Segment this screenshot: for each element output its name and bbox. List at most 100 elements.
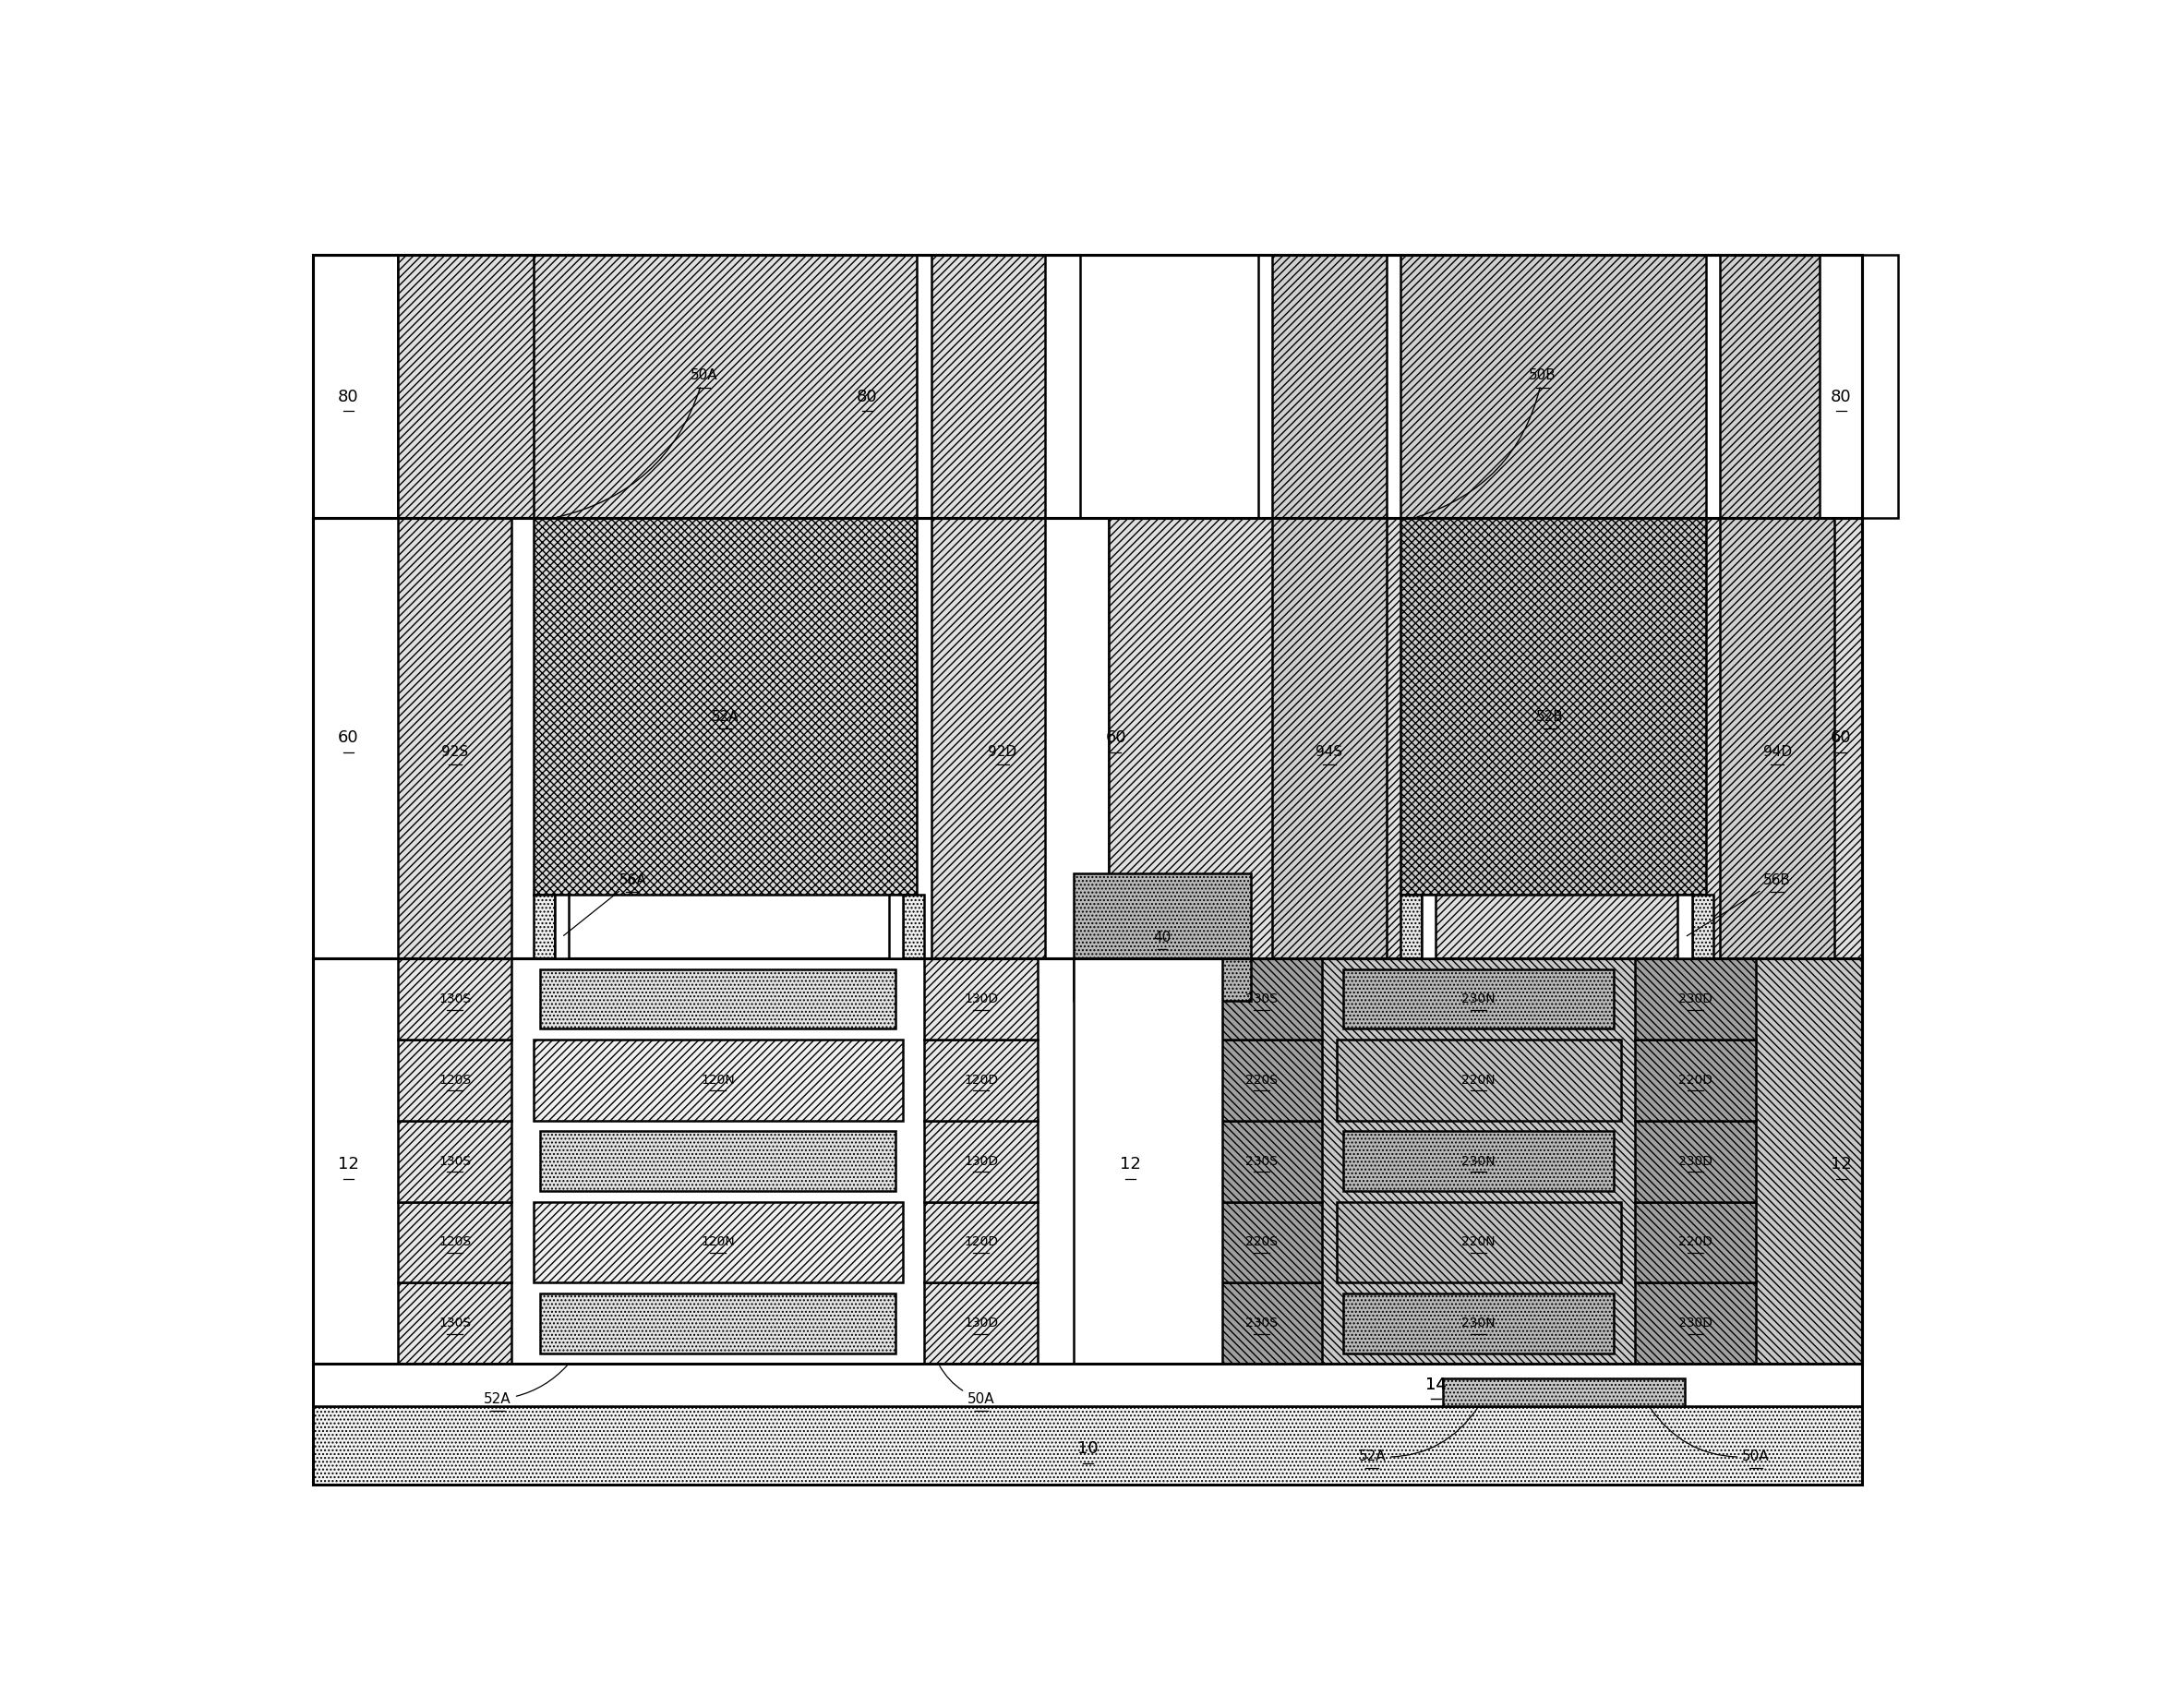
Bar: [924, 1040, 1037, 1120]
Text: 230D: 230D: [1679, 992, 1712, 1006]
Text: 80: 80: [857, 389, 879, 405]
Bar: [1272, 518, 1385, 958]
Bar: [533, 1202, 903, 1283]
Text: 230S: 230S: [1246, 992, 1279, 1006]
Bar: [1820, 254, 1899, 518]
Text: 94D: 94D: [1762, 745, 1792, 760]
Bar: [1201, 958, 1322, 1040]
Text: 130D: 130D: [964, 1317, 998, 1329]
Bar: [1636, 1202, 1755, 1283]
Bar: [313, 518, 1862, 958]
Bar: [539, 1131, 896, 1190]
Text: 60: 60: [1105, 729, 1127, 746]
Bar: [398, 254, 548, 518]
Bar: [398, 1120, 511, 1202]
Bar: [890, 895, 903, 958]
Text: 60: 60: [337, 729, 359, 746]
Bar: [1692, 895, 1714, 958]
Bar: [1636, 1283, 1755, 1363]
Bar: [398, 958, 511, 1040]
Text: 120N: 120N: [700, 1074, 735, 1086]
Bar: [1401, 895, 1422, 958]
Text: 220S: 220S: [1246, 1074, 1279, 1086]
Bar: [1401, 254, 1705, 518]
Bar: [313, 958, 1862, 1363]
Bar: [1201, 1202, 1322, 1283]
Text: 130S: 130S: [439, 992, 472, 1006]
Text: 120S: 120S: [439, 1235, 472, 1249]
Text: 12: 12: [1120, 1156, 1142, 1173]
Bar: [924, 1202, 1037, 1283]
Bar: [1636, 1120, 1755, 1202]
Bar: [313, 1406, 1862, 1484]
Text: 92D: 92D: [987, 745, 1016, 760]
Bar: [1335, 1040, 1620, 1120]
Text: 56B: 56B: [1688, 873, 1790, 936]
Text: 120S: 120S: [439, 1074, 472, 1086]
Bar: [533, 1040, 903, 1120]
Bar: [1109, 958, 1862, 1363]
Bar: [1422, 895, 1436, 958]
Text: 50A: 50A: [940, 1366, 994, 1406]
Bar: [1335, 1202, 1620, 1283]
Bar: [1344, 968, 1614, 1028]
Bar: [924, 1283, 1037, 1363]
Bar: [313, 1363, 1862, 1406]
Text: 50A: 50A: [1651, 1409, 1770, 1464]
Text: 130D: 130D: [964, 992, 998, 1006]
Bar: [398, 1283, 511, 1363]
Bar: [1720, 254, 1834, 518]
Text: 220N: 220N: [1462, 1074, 1496, 1086]
Bar: [1636, 1040, 1755, 1120]
Bar: [1401, 518, 1705, 895]
Text: 52A: 52A: [485, 1366, 568, 1406]
Bar: [1074, 873, 1251, 1001]
Bar: [903, 895, 924, 958]
Bar: [1636, 958, 1755, 1040]
Text: 220D: 220D: [1679, 1074, 1712, 1086]
Text: 130D: 130D: [964, 1155, 998, 1168]
Text: 230N: 230N: [1462, 1155, 1496, 1168]
Text: 220S: 220S: [1246, 1235, 1279, 1249]
Bar: [313, 254, 1862, 518]
Bar: [398, 1040, 511, 1120]
Bar: [1109, 518, 1862, 958]
Bar: [1344, 1293, 1614, 1353]
Bar: [931, 518, 1044, 958]
Text: 50A: 50A: [557, 369, 718, 518]
Bar: [1201, 1120, 1322, 1202]
Text: 12: 12: [337, 1156, 359, 1173]
Text: 80: 80: [337, 389, 359, 405]
Text: 120D: 120D: [964, 1235, 998, 1249]
Text: 56A: 56A: [563, 873, 646, 936]
Bar: [1720, 518, 1834, 958]
Text: 10: 10: [1077, 1442, 1098, 1457]
Text: 230D: 230D: [1679, 1317, 1712, 1329]
Text: 50B: 50B: [1418, 369, 1557, 518]
Text: 52B: 52B: [1536, 711, 1564, 724]
Bar: [1677, 895, 1692, 958]
Bar: [931, 254, 1044, 518]
Text: 130S: 130S: [439, 1155, 472, 1168]
Text: 120N: 120N: [700, 1235, 735, 1249]
Bar: [539, 1293, 896, 1353]
Text: 40: 40: [1153, 931, 1170, 945]
Bar: [398, 518, 511, 958]
Bar: [1201, 1283, 1322, 1363]
Text: 230S: 230S: [1246, 1317, 1279, 1329]
Bar: [533, 254, 918, 518]
Text: 94S: 94S: [1316, 745, 1342, 760]
Text: 52A: 52A: [1359, 1409, 1477, 1464]
Bar: [313, 254, 398, 518]
Bar: [313, 958, 1109, 1363]
Bar: [548, 254, 639, 518]
Bar: [398, 1202, 511, 1283]
Bar: [1272, 254, 1385, 518]
Text: 130S: 130S: [439, 1317, 472, 1329]
Text: 80: 80: [1831, 389, 1851, 405]
Bar: [1344, 1131, 1614, 1190]
Bar: [924, 958, 1037, 1040]
Bar: [555, 895, 568, 958]
Bar: [924, 1120, 1037, 1202]
Text: 60: 60: [1831, 729, 1851, 746]
